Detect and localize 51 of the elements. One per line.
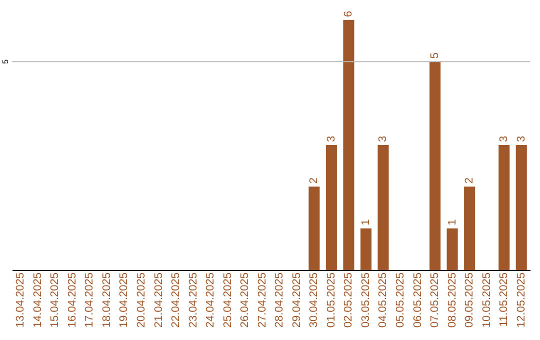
x-tick-label: 07.05.2025 (429, 272, 442, 328)
x-tick-label: 21.04.2025 (152, 272, 165, 328)
x-tick-label: 04.05.2025 (377, 272, 390, 328)
data-label: 3 (498, 136, 510, 142)
x-tick-label: 12.05.2025 (515, 272, 528, 328)
bar (464, 186, 476, 270)
x-tick-label: 10.05.2025 (480, 272, 493, 328)
bar (430, 62, 441, 270)
x-tick-label: 25.04.2025 (222, 272, 234, 328)
bar (326, 145, 337, 270)
data-label: 1 (360, 219, 372, 226)
bar (378, 145, 389, 270)
x-tick-label: 11.05.2025 (498, 272, 510, 327)
data-label: 1 (446, 219, 458, 226)
x-tick-label: 28.04.2025 (274, 272, 286, 328)
x-tick-label: 20.04.2025 (136, 272, 148, 328)
x-tick-label: 14.04.2025 (32, 272, 44, 328)
x-tick-label: 09.05.2025 (464, 272, 476, 328)
x-tick-label: 02.05.2025 (342, 272, 355, 328)
ref-line-label: 5 (1, 58, 10, 64)
bar (308, 186, 320, 270)
x-tick-label: 06.05.2025 (412, 272, 424, 328)
data-label: 3 (377, 136, 390, 142)
x-tick-label: 24.04.2025 (204, 272, 217, 328)
x-tick-label: 23.04.2025 (187, 272, 200, 328)
x-tick-label: 29.04.2025 (290, 272, 303, 328)
bar (360, 228, 372, 270)
bar (446, 228, 458, 270)
x-tick-label: 15.04.2025 (49, 272, 62, 328)
x-tick-label: 18.04.2025 (100, 272, 113, 328)
x-tick-label: 17.04.2025 (84, 272, 96, 328)
x-tick-label: 13.04.2025 (14, 272, 27, 328)
x-tick-label: 01.05.2025 (325, 272, 338, 328)
x-tick-label: 16.04.2025 (66, 272, 78, 328)
data-label: 5 (429, 52, 442, 59)
x-tick-label: 08.05.2025 (446, 272, 458, 328)
data-label: 2 (464, 178, 476, 184)
data-label: 6 (342, 10, 355, 17)
data-label: 3 (515, 136, 528, 142)
bar (498, 145, 510, 270)
x-tick-label: 22.04.2025 (170, 272, 182, 328)
x-tick-label: 05.05.2025 (394, 272, 406, 328)
x-tick-label: 26.04.2025 (239, 272, 252, 328)
x-tick-label: 03.05.2025 (360, 272, 372, 328)
x-tick-label: 30.04.2025 (308, 272, 320, 328)
bar (516, 145, 527, 270)
data-label: 3 (325, 136, 338, 142)
x-tick-label: 19.04.2025 (118, 272, 130, 328)
x-tick-label: 27.04.2025 (256, 272, 268, 328)
bar (343, 20, 354, 270)
data-label: 2 (308, 178, 320, 184)
